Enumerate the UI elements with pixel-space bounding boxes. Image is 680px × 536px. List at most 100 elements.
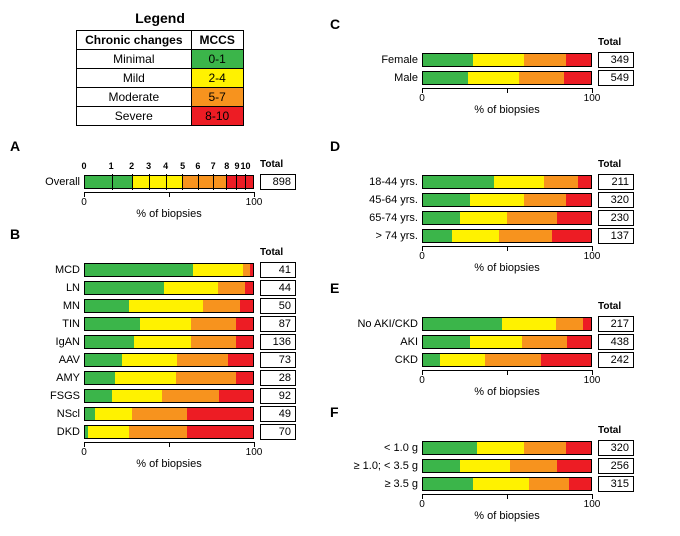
bar-row: 18-44 yrs.211 bbox=[330, 174, 670, 190]
bar-segment bbox=[423, 72, 468, 84]
bar-segment bbox=[507, 212, 557, 224]
bar-segment bbox=[569, 478, 591, 490]
panel-C: CTotalFemale349Male5490100% of biopsies bbox=[330, 16, 670, 116]
total-value: 438 bbox=[598, 334, 634, 350]
panel-letter: B bbox=[10, 226, 310, 242]
axis-title: % of biopsies bbox=[136, 208, 201, 220]
score-tick: 3 bbox=[146, 161, 151, 171]
total-value: 898 bbox=[260, 174, 296, 190]
bar-segment bbox=[524, 442, 566, 454]
bar-segment bbox=[470, 194, 524, 206]
axis-title: % of biopsies bbox=[474, 386, 539, 398]
legend-header-changes: Chronic changes bbox=[77, 31, 191, 50]
total-header: Total bbox=[598, 37, 621, 48]
bar-row: < 1.0 g320 bbox=[330, 440, 670, 456]
legend-row-label: Minimal bbox=[77, 50, 191, 69]
bar-label: 65-74 yrs. bbox=[330, 212, 422, 224]
legend-row-label: Moderate bbox=[77, 88, 191, 107]
bar-label: 45-64 yrs. bbox=[330, 194, 422, 206]
bar-segment bbox=[187, 426, 253, 438]
bar-label: IgAN bbox=[10, 336, 84, 348]
total-value: 136 bbox=[260, 334, 296, 350]
bar-segment bbox=[473, 478, 528, 490]
legend-row-label: Mild bbox=[77, 69, 191, 88]
total-value: 73 bbox=[260, 352, 296, 368]
bar-row: MCD41 bbox=[10, 262, 310, 278]
bar-label: Overall bbox=[10, 176, 84, 188]
score-tick: 1 bbox=[109, 161, 114, 171]
bar-segment bbox=[140, 318, 190, 330]
bar-segment bbox=[245, 282, 253, 294]
total-header: Total bbox=[260, 247, 283, 258]
bar-segment bbox=[440, 354, 485, 366]
bar-segment bbox=[164, 282, 218, 294]
bar-row: IgAN 136 bbox=[10, 334, 310, 350]
bar-track bbox=[422, 71, 592, 85]
bar-row: DKD70 bbox=[10, 424, 310, 440]
total-value: 92 bbox=[260, 388, 296, 404]
legend-row-range: 2-4 bbox=[191, 69, 243, 88]
bar-segment bbox=[544, 176, 578, 188]
total-value: 70 bbox=[260, 424, 296, 440]
score-tick: 4 bbox=[163, 161, 168, 171]
bar-segment bbox=[218, 282, 245, 294]
bar-label: MN bbox=[10, 300, 84, 312]
total-value: 87 bbox=[260, 316, 296, 332]
bar-label: NScl bbox=[10, 408, 84, 420]
bar-segment bbox=[423, 336, 470, 348]
total-header: Total bbox=[598, 159, 621, 170]
total-value: 137 bbox=[598, 228, 634, 244]
bar-track bbox=[422, 335, 592, 349]
bar-segment bbox=[243, 264, 250, 276]
bar-segment bbox=[423, 176, 494, 188]
bar-track bbox=[84, 263, 254, 277]
axis-tick-label: 100 bbox=[584, 375, 601, 386]
legend-header-mccs: MCCS bbox=[191, 31, 243, 50]
bar-label: 18-44 yrs. bbox=[330, 176, 422, 188]
bar-segment bbox=[460, 460, 510, 472]
bar-row: 65-74 yrs.230 bbox=[330, 210, 670, 226]
bar-label: < 1.0 g bbox=[330, 442, 422, 454]
bar-label: AKI bbox=[330, 336, 422, 348]
bar-track bbox=[84, 407, 254, 421]
axis-tick-label: 100 bbox=[584, 499, 601, 510]
bar-segment bbox=[134, 336, 191, 348]
bar-row: No AKI/CKD217 bbox=[330, 316, 670, 332]
bar-segment bbox=[423, 460, 460, 472]
axis-tick-label: 0 bbox=[419, 499, 425, 510]
bar-label: MCD bbox=[10, 264, 84, 276]
axis-tick-label: 100 bbox=[246, 197, 263, 208]
total-value: 349 bbox=[598, 52, 634, 68]
bar-segment bbox=[85, 176, 112, 188]
axis-tick-label: 100 bbox=[584, 251, 601, 262]
bar-segment bbox=[236, 176, 244, 188]
bar-segment bbox=[494, 176, 544, 188]
bar-segment bbox=[219, 390, 253, 402]
total-value: 320 bbox=[598, 192, 634, 208]
panel-E: ETotalNo AKI/CKD217AKI438CKD2420100% of … bbox=[330, 280, 670, 398]
total-value: 315 bbox=[598, 476, 634, 492]
bar-segment bbox=[88, 426, 128, 438]
bar-track bbox=[84, 389, 254, 403]
bar-segment bbox=[485, 354, 540, 366]
bar-row: FSGS92 bbox=[10, 388, 310, 404]
bar-segment bbox=[176, 372, 236, 384]
bar-row: 45-64 yrs. 320 bbox=[330, 192, 670, 208]
bar-segment bbox=[149, 176, 166, 188]
bar-segment bbox=[193, 264, 243, 276]
bar-label: LN bbox=[10, 282, 84, 294]
panel-letter: F bbox=[330, 404, 670, 420]
bar-segment bbox=[423, 194, 470, 206]
bar-segment bbox=[85, 354, 122, 366]
x-axis: 0100% of biopsies bbox=[422, 370, 592, 398]
panel-A: A012345678910TotalOverall8980100% of bio… bbox=[10, 138, 310, 220]
bar-segment bbox=[129, 426, 188, 438]
bar-label: AAV bbox=[10, 354, 84, 366]
bar-track bbox=[422, 229, 592, 243]
total-value: 28 bbox=[260, 370, 296, 386]
bar-segment bbox=[529, 478, 569, 490]
x-axis: 0100% of biopsies bbox=[84, 442, 254, 470]
axis-tick-label: 0 bbox=[419, 375, 425, 386]
bar-segment bbox=[236, 372, 253, 384]
bar-segment bbox=[468, 72, 518, 84]
